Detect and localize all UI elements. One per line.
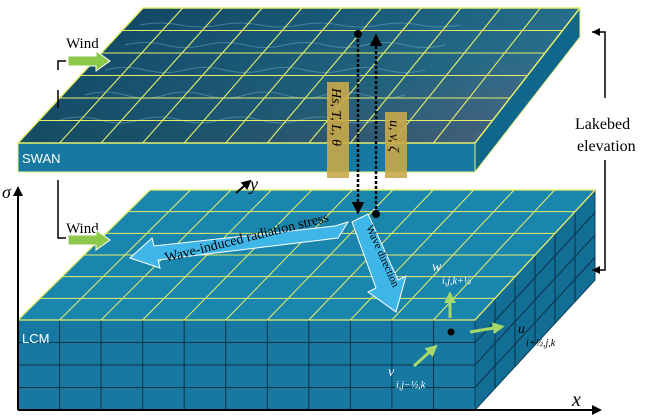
lakebed-label-line1: Lakebed [575, 116, 630, 133]
swan-outputs-box [327, 82, 349, 178]
radiation-stress-arrow [129, 221, 350, 269]
lcm-outputs: u, v, ζ [385, 112, 407, 178]
lcm-side-grid-row-line [474, 257, 596, 388]
lcm-source-dot [372, 210, 380, 218]
lcm-outputs-box [385, 112, 407, 178]
swan-label: SWAN [22, 151, 61, 166]
velocity-components: w i,j,k+½ u i+½,j,k v i,j−½,k [388, 258, 556, 391]
sigma-axis-label: σ [2, 182, 12, 202]
v-arrow [412, 344, 438, 368]
y-axis-label: y [248, 174, 258, 194]
wind-top: Wind [66, 36, 111, 72]
wind-bottom-arrow [67, 229, 111, 251]
y-axis [235, 179, 252, 194]
u-label: u i+½,j,k [518, 320, 556, 349]
cell-center-dot [447, 328, 455, 336]
wind-bottom: Wind [66, 221, 111, 251]
v-label: v i,j−½,k [388, 363, 426, 391]
lakebed-label-line2: elevation [577, 138, 636, 155]
lcm-outputs-label: u, v, ζ [386, 120, 401, 153]
wind-top-arrow [67, 50, 111, 72]
axes: σ x y [2, 174, 602, 415]
wind-top-label: Wind [66, 36, 99, 52]
swan-source-dot [354, 30, 362, 38]
swan-grid [38, 7, 563, 144]
lcm-side-grid [474, 211, 596, 389]
lcm-slab: LCM [16, 188, 597, 412]
u-arrow [469, 322, 505, 335]
lcm-side-grid-row-line [474, 212, 596, 343]
lcm-front-grid [18, 320, 475, 410]
w-label: w i,j,k+½ [432, 258, 472, 287]
lcm-side-grid-row-line [474, 234, 596, 366]
lcm-label: LCM [22, 331, 49, 346]
swan-outputs: Hs, T, L, θ [327, 82, 349, 178]
x-axis-label: x [571, 389, 581, 411]
wave-direction-arrow [351, 213, 407, 313]
swan-slab: SWAN [16, 6, 582, 174]
wind-bottom-label: Wind [66, 221, 99, 237]
wind-bracket [57, 60, 66, 239]
swan-outputs-label: Hs, T, L, θ [328, 87, 343, 146]
